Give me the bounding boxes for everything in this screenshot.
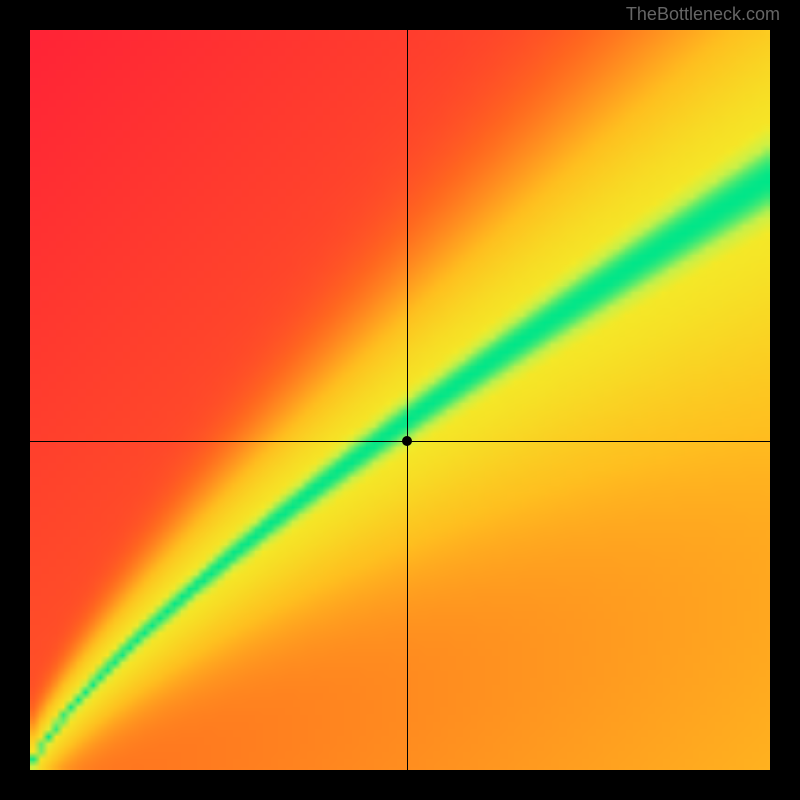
crosshair-marker-dot bbox=[402, 436, 412, 446]
attribution-text: TheBottleneck.com bbox=[626, 4, 780, 25]
bottleneck-heatmap bbox=[30, 30, 770, 770]
crosshair-horizontal bbox=[30, 441, 770, 442]
crosshair-vertical bbox=[407, 30, 408, 770]
heatmap-canvas bbox=[30, 30, 770, 770]
